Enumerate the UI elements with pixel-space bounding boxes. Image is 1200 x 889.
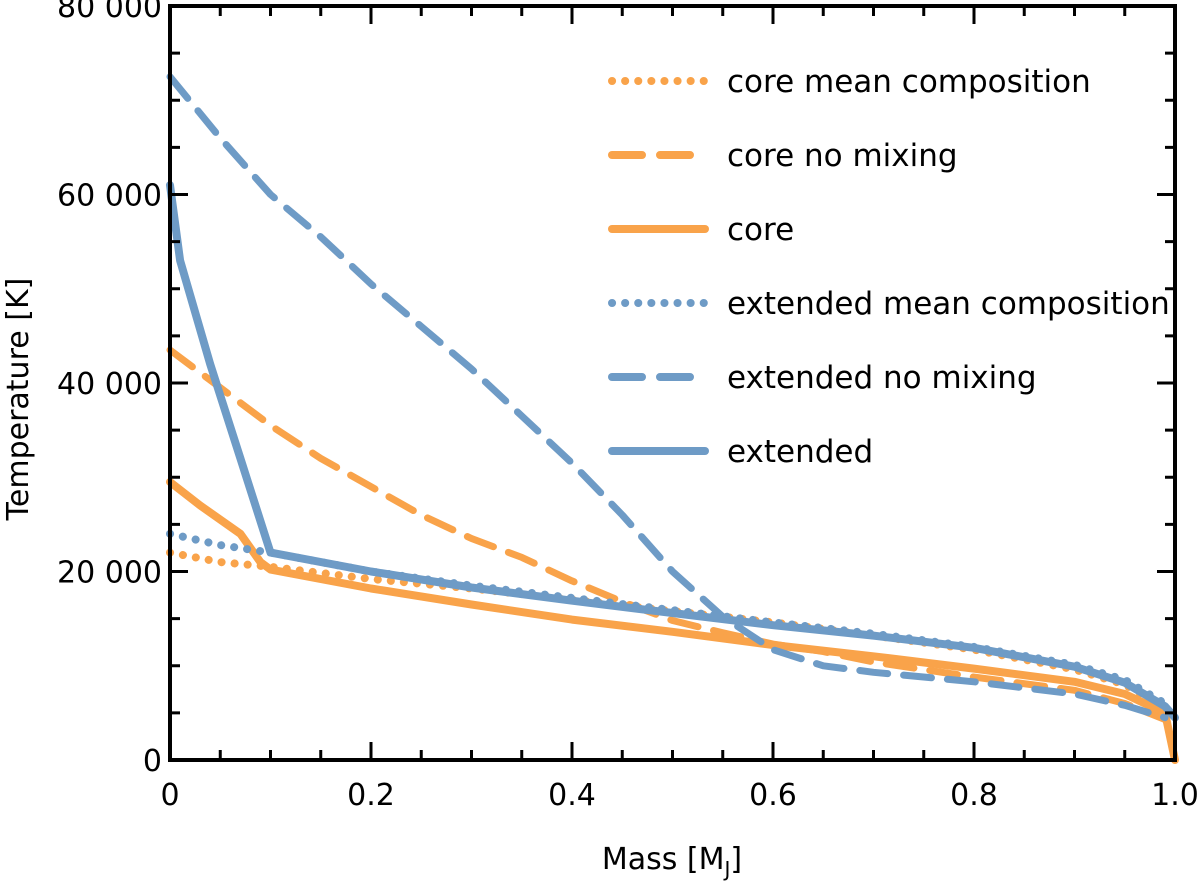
- x-tick-label: 0: [160, 778, 179, 813]
- y-tick-label: 40 000: [57, 367, 162, 402]
- y-tick-label: 80 000: [57, 0, 162, 25]
- x-tick-label: 1.0: [1151, 778, 1199, 813]
- legend-label-core-mean-composition: core mean composition: [727, 64, 1091, 100]
- legend-label-extended-mean-composition: extended mean composition: [727, 286, 1170, 322]
- legend-label-extended-no-mixing: extended no mixing: [727, 360, 1037, 396]
- y-axis-label: Temperature [K]: [1, 278, 36, 522]
- series-lines: [166, 73, 1179, 764]
- x-tick-label: 0.4: [548, 778, 596, 813]
- x-tick-label: 0.8: [950, 778, 998, 813]
- x-tick-label: 0.2: [347, 778, 395, 813]
- legend-label-core: core: [727, 212, 794, 248]
- legend: core mean composition core no mixing core e…: [608, 64, 1170, 470]
- axes: 0 0.2 0.4 0.6 0.8 1.0 0 20 000 40 000 60 000 80 00…: [57, 0, 1199, 813]
- legend-label-core-no-mixing: core no mixing: [727, 138, 958, 174]
- x-axis-label: Mass [MJ]: [602, 842, 742, 881]
- y-tick-label: 0: [143, 744, 162, 779]
- series-line-extended: [166, 181, 1179, 722]
- series-line-core-no-mixing: [166, 346, 1169, 723]
- series-line-extended-no-mixing: [166, 73, 1169, 722]
- x-tick-label: 0.6: [749, 778, 797, 813]
- y-tick-label: 20 000: [57, 556, 162, 591]
- y-tick-label: 60 000: [57, 179, 162, 214]
- legend-label-extended: extended: [727, 434, 873, 470]
